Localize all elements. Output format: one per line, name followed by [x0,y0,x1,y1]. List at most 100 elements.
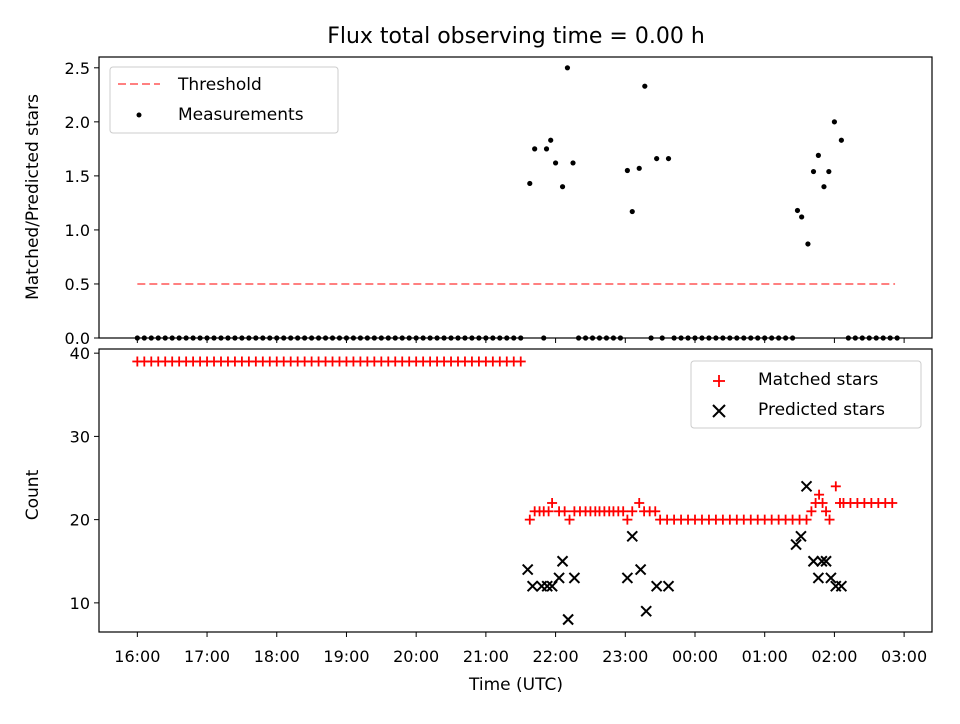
measurement-point [552,160,559,166]
predicted-star-point [790,538,802,551]
measurement-point [274,335,280,341]
measurement-point [821,184,827,190]
measurements-legend-label: Measurements [178,105,304,125]
measurement-point [582,335,589,341]
predicted-star-point [521,563,534,576]
measurement-point [727,335,733,341]
matched-star-point [634,497,645,508]
count-y-tick-label: 20 [70,511,90,530]
predicted-star-point [556,555,569,567]
predicted-x-b [835,580,848,592]
measurement-point [624,167,630,174]
measurement-point [343,335,350,341]
measurement-point [713,335,719,341]
ratio-y-ticks: 0.0 0.5 1.0 1.5 2.0 2.5 [65,59,99,348]
measurement-point [267,335,273,341]
measurement-point [155,335,161,341]
measurement-point [260,335,266,341]
predicted-x-b [662,580,675,592]
measurement-point [575,335,582,341]
count-legend: Matched stars Predicted stars [690,360,922,429]
predicted-x-b [640,605,652,617]
measurement-point [527,180,533,187]
measurement-point [281,335,287,341]
count-data-marks [132,356,898,626]
matched-star-point [618,506,629,517]
measurement-point [810,168,817,175]
measurement-point [755,335,761,341]
measurements-legend-swatch [136,112,142,118]
measurement-point [610,335,617,341]
measurement-point [420,335,426,341]
measurement-point [427,335,433,341]
measurement-point [225,335,231,341]
matched-star-point [801,514,812,525]
ratio-y-tick-label: 1.0 [65,221,90,240]
matched-star-point [830,481,841,492]
measurement-point [183,335,189,341]
predicted-x-b [541,580,553,592]
predicted-star-point [800,480,813,493]
measurement-point [894,335,900,341]
predicted-x-b [816,555,828,567]
predicted-star-point [812,572,825,584]
predicted-x-b [820,555,832,567]
ratio-y-tick-label: 2.5 [65,59,90,78]
predicted-legend-label: Predicted stars [758,400,885,420]
measurement-point [239,335,245,341]
measurement-point [799,214,805,220]
measurement-point [617,335,624,341]
matched-star-point [887,497,898,508]
measurement-point [852,335,858,341]
matched-star-point [515,356,526,367]
predicted-x-b [650,580,663,592]
predicted-star-point [562,613,574,626]
chart-title: Flux total observing time = 0.00 h [327,24,705,49]
measurement-point [385,335,391,341]
ratio-y-tick-label: 1.5 [65,167,90,186]
measurement-point [805,241,811,247]
threshold-legend-label: Threshold [177,75,262,95]
measurement-point [434,335,440,341]
x-tick-label: 18:00 [254,647,300,666]
measurement-point [169,335,175,341]
measurement-point [699,335,705,341]
measurement-point [141,335,147,341]
predicted-star-point [820,555,832,567]
measurement-point [831,119,838,125]
measurement-point [734,335,740,341]
predicted-star-point [835,580,848,592]
measurement-point [392,335,398,341]
measurement-point [134,335,140,341]
measurement-point [826,168,832,175]
x-tick-label: 22:00 [533,647,579,666]
measurement-point [692,335,698,341]
ratio-legend-box [109,66,339,134]
matched-star-point [824,514,835,525]
predicted-star-point [553,572,565,584]
measurement-point [253,335,259,341]
measurement-point [329,335,336,341]
predicted-x-b [795,530,807,542]
measurement-point [543,146,550,152]
predicted-star-point [535,580,548,592]
measurement-point [399,335,405,341]
measurement-point [378,335,384,341]
predicted-x-b [568,572,581,584]
measurement-point [859,335,865,341]
ratio-y-tick-label: 2.0 [65,113,90,132]
measurement-point [357,335,364,341]
measurement-point [642,83,648,89]
predicted-legend-swatch [712,404,726,418]
count-legend-box [690,360,922,429]
predicted-x-b [790,538,802,551]
measurement-point [654,155,660,162]
measurement-point [589,335,596,341]
matched-legend-label: Matched stars [758,370,878,390]
predicted-star-point [634,563,647,576]
predicted-x-b [825,572,837,584]
measurement-point [603,335,610,341]
predicted-x-b [621,572,634,584]
count-panel: Count 10 20 30 40 16:00 17:00 18:00 19:00 20:00… [23,344,933,666]
